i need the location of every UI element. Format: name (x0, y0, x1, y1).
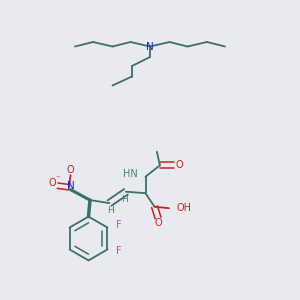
Text: HN: HN (123, 169, 138, 179)
Text: N: N (146, 41, 154, 52)
Text: OH: OH (176, 202, 191, 213)
Text: O: O (48, 178, 56, 188)
Text: H: H (108, 206, 114, 215)
Text: H: H (121, 195, 128, 204)
Text: ⁻: ⁻ (55, 175, 60, 184)
Text: F: F (116, 246, 122, 256)
Text: N: N (67, 181, 74, 191)
Text: O: O (154, 218, 162, 229)
Text: O: O (176, 160, 184, 170)
Text: O: O (67, 165, 74, 176)
Text: F: F (116, 220, 122, 230)
